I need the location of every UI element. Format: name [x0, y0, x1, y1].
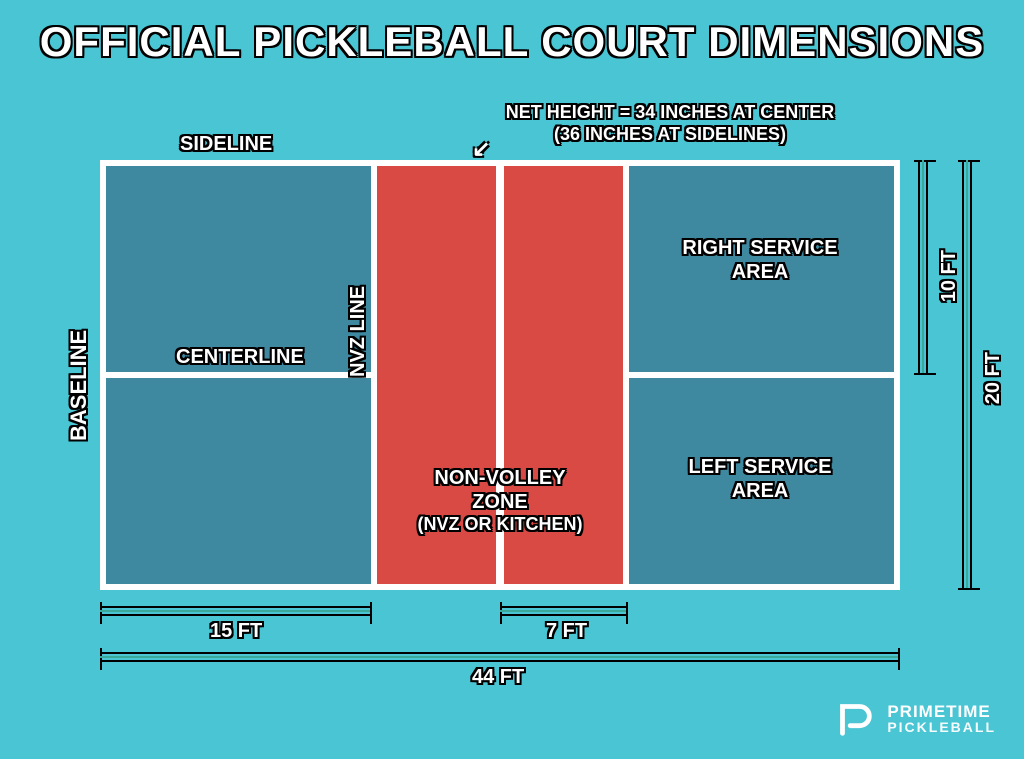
dim-bar-20ft: [962, 160, 972, 590]
dim-label-20ft: 20 FT: [982, 352, 1005, 404]
nvz-line-label: NVZ Line: [346, 246, 370, 416]
right-service-area: Area: [626, 260, 894, 284]
net-height-line1: Net Height = 34 Inches at Center: [460, 102, 880, 124]
brand-logo-icon: [831, 695, 877, 741]
left-service-label: Left Service Area: [626, 455, 894, 503]
brand-line1: PRIMETIME: [887, 703, 996, 720]
dim-label-10ft: 10 FT: [938, 250, 961, 302]
centerline-label: Centerline: [176, 345, 304, 369]
diagram-title: Official Pickleball Court Dimensions: [40, 18, 984, 66]
nvz-title-2: Zone: [374, 490, 626, 514]
right-service-label: Right Service Area: [626, 236, 894, 284]
left-service-area: Area: [626, 479, 894, 503]
left-top-service-panel: [106, 166, 374, 375]
nvz-sub: (NVZ or Kitchen): [374, 514, 626, 536]
net-height-label: Net Height = 34 Inches at Center (36 Inc…: [460, 102, 880, 145]
right-service-text: Right Service: [626, 236, 894, 260]
left-service-text: Left Service: [626, 455, 894, 479]
sideline-label: Sideline: [180, 132, 272, 156]
dim-bar-7ft: [500, 606, 628, 616]
dim-bar-10ft: [918, 160, 928, 375]
left-bottom-service-panel: [106, 375, 374, 584]
pickleball-court-diagram: Official Pickleball Court Dimensions Net…: [0, 0, 1024, 759]
dim-label-7ft: 7 FT: [546, 620, 587, 643]
net-height-line2: (36 Inches at Sidelines): [460, 124, 880, 146]
centerline-left: [106, 372, 374, 378]
centerline-right: [626, 372, 894, 378]
dim-label-15ft: 15 FT: [210, 620, 262, 643]
net-arrow-icon: ↙: [472, 136, 490, 162]
dim-bar-44ft: [100, 652, 900, 662]
brand: PRIMETIME PICKLEBALL: [831, 695, 996, 741]
dim-bar-15ft: [100, 606, 372, 616]
court: Centerline NVZ Line Right Service Area L…: [100, 160, 900, 590]
dim-label-44ft: 44 FT: [472, 666, 524, 689]
nvz-zone-label: Non-Volley Zone (NVZ or Kitchen): [374, 466, 626, 536]
baseline-label: Baseline: [66, 300, 92, 470]
nvz-title-1: Non-Volley: [374, 466, 626, 490]
brand-line2: PICKLEBALL: [887, 720, 996, 734]
